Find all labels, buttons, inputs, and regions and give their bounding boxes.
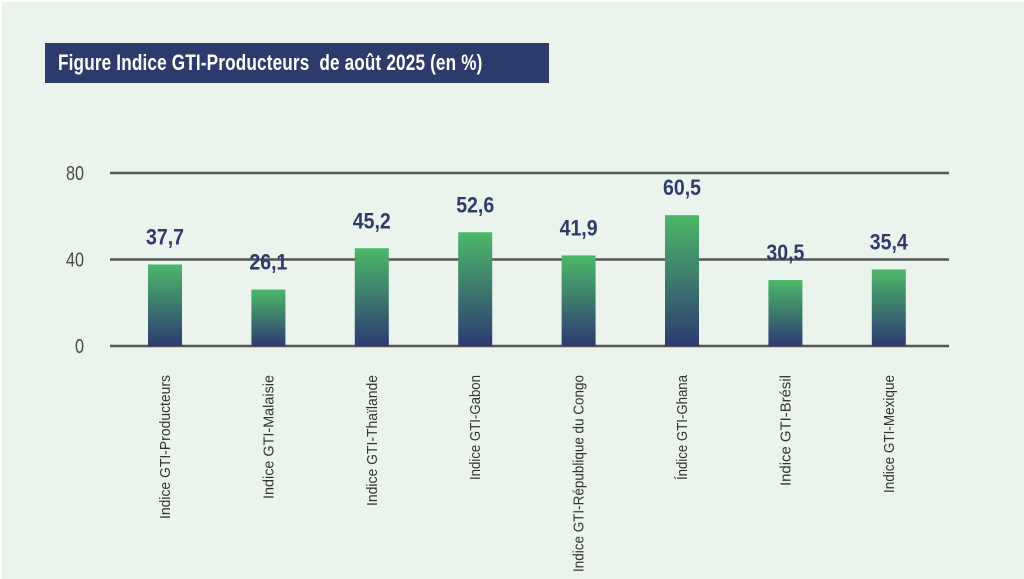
- x-axis-label: Indice GTI-Malaisie: [260, 375, 277, 499]
- data-label: 26,1: [249, 250, 287, 275]
- bar: [251, 289, 286, 346]
- bar: [148, 264, 182, 346]
- y-tick-label: 80: [66, 163, 84, 185]
- bar: [458, 232, 493, 346]
- bar: [561, 255, 596, 346]
- x-axis-label: Indice GTI-Mexique: [881, 375, 898, 493]
- bar: [768, 280, 803, 346]
- x-axis-label: Índice GTI-Ghana: [674, 374, 691, 480]
- data-label: 37,7: [146, 224, 184, 249]
- x-axis-label: Indice GTI-République du Congo: [571, 375, 588, 572]
- data-label: 52,6: [456, 192, 494, 217]
- bar: [354, 248, 389, 346]
- y-tick-label: 40: [66, 250, 84, 272]
- data-label: 45,2: [353, 208, 391, 233]
- data-labels: 37,7 26,1 45,2 52,6 41,9 60,5 30,5 35,4: [146, 175, 908, 274]
- x-axis-label: Indice GTI-Producteurs: [157, 375, 174, 519]
- data-label: 41,9: [560, 215, 598, 240]
- y-axis-ticks: 0 40 80: [66, 163, 84, 358]
- data-label: 30,5: [766, 240, 804, 265]
- data-label: 35,4: [870, 229, 909, 254]
- x-axis-label: Indice GTI-Gabon: [467, 375, 484, 480]
- bar: [871, 269, 906, 346]
- y-tick-label: 0: [75, 336, 84, 358]
- gridlines: [110, 171, 949, 348]
- chart-title-bar: Figure Indice GTI-Producteurs de août 20…: [45, 43, 549, 83]
- bar: [665, 215, 699, 346]
- data-label: 60,5: [663, 175, 701, 200]
- bars: [148, 215, 906, 346]
- chart-title: Figure Indice GTI-Producteurs de août 20…: [58, 50, 483, 75]
- x-axis-label: Indice GTI-Thaïlande: [364, 375, 381, 506]
- x-axis-label: Indice GTI-Brésil: [777, 375, 794, 486]
- x-axis-labels: Indice GTI-Producteurs Indice GTI-Malaisi…: [157, 374, 898, 572]
